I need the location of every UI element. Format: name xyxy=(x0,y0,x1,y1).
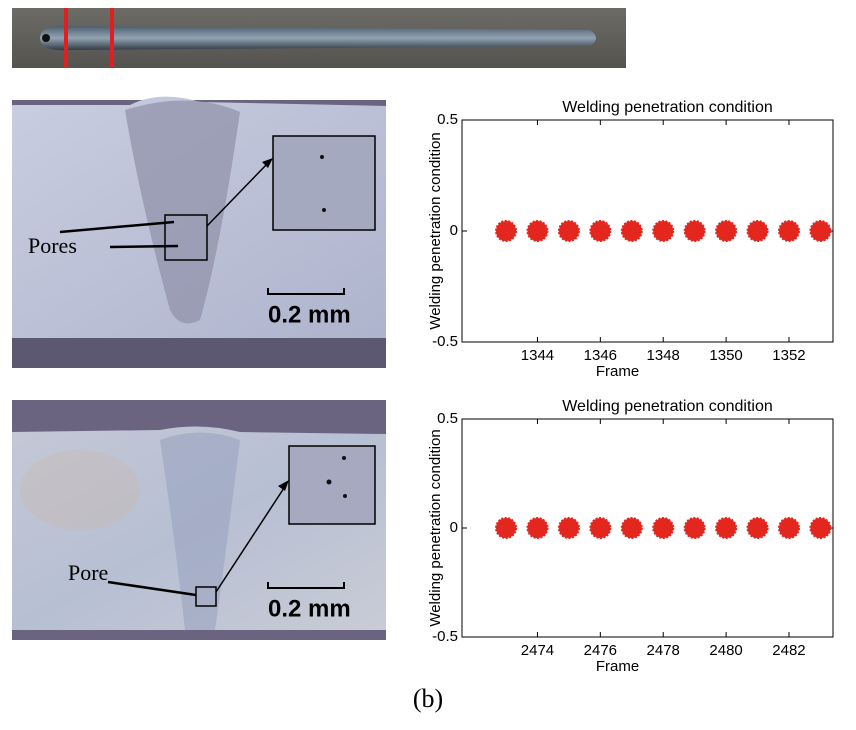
point xyxy=(777,220,800,242)
point xyxy=(495,220,518,242)
point xyxy=(809,517,832,539)
point xyxy=(495,517,518,539)
x-tick-label: 2478 xyxy=(647,642,680,659)
point xyxy=(746,517,769,539)
x-tick-label: 1346 xyxy=(584,347,617,364)
y-axis-label: Welding penetration condition xyxy=(427,132,444,329)
caption: (b) xyxy=(413,684,443,713)
annotation: Pores xyxy=(28,233,77,258)
x-tick-label: 1350 xyxy=(709,347,742,364)
point xyxy=(589,220,612,242)
x-tick-label: 2482 xyxy=(772,642,805,659)
cross-section-photo-1: Pores 0.2 mm xyxy=(12,96,386,368)
point xyxy=(526,220,549,242)
x-axis-label: Frame xyxy=(596,658,639,675)
x-tick-label: 2474 xyxy=(521,642,554,659)
point xyxy=(809,220,832,242)
chart-title: Welding penetration condition xyxy=(562,99,773,116)
chart-title: Welding penetration condition xyxy=(562,398,773,415)
scale-label: 0.2 mm xyxy=(268,301,351,328)
x-tick-label: 1352 xyxy=(772,347,805,364)
x-tick-label: 2480 xyxy=(709,642,742,659)
x-axis-label: Frame xyxy=(596,363,639,380)
y-tick-label: -0.5 xyxy=(432,333,458,350)
y-tick-label: 0 xyxy=(450,519,458,536)
y-tick-label: -0.5 xyxy=(432,628,458,645)
point xyxy=(620,220,643,242)
cross-section-photo-2: Pore 0.2 mm xyxy=(12,400,386,640)
plot-area xyxy=(461,418,834,638)
point xyxy=(652,517,675,539)
point xyxy=(589,517,612,539)
x-tick-label: 1344 xyxy=(521,347,554,364)
weld-bead-photo xyxy=(12,8,626,68)
point xyxy=(557,517,580,539)
point xyxy=(715,220,738,242)
point xyxy=(777,517,800,539)
point xyxy=(652,220,675,242)
annotation: Pore xyxy=(68,560,108,585)
point xyxy=(526,517,549,539)
y-tick-label: 0 xyxy=(450,222,458,239)
scale-label: 0.2 mm xyxy=(268,595,351,622)
y-tick-label: 0.5 xyxy=(437,410,458,427)
point xyxy=(746,220,769,242)
x-tick-label: 1348 xyxy=(647,347,680,364)
point xyxy=(683,517,706,539)
x-tick-label: 2476 xyxy=(584,642,617,659)
y-axis-label: Welding penetration condition xyxy=(427,429,444,626)
plot-area xyxy=(461,119,834,343)
point xyxy=(683,220,706,242)
point xyxy=(620,517,643,539)
y-tick-label: 0.5 xyxy=(437,111,458,128)
point xyxy=(715,517,738,539)
point xyxy=(557,220,580,242)
